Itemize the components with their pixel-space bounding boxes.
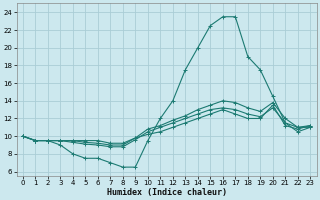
X-axis label: Humidex (Indice chaleur): Humidex (Indice chaleur) (107, 188, 227, 197)
